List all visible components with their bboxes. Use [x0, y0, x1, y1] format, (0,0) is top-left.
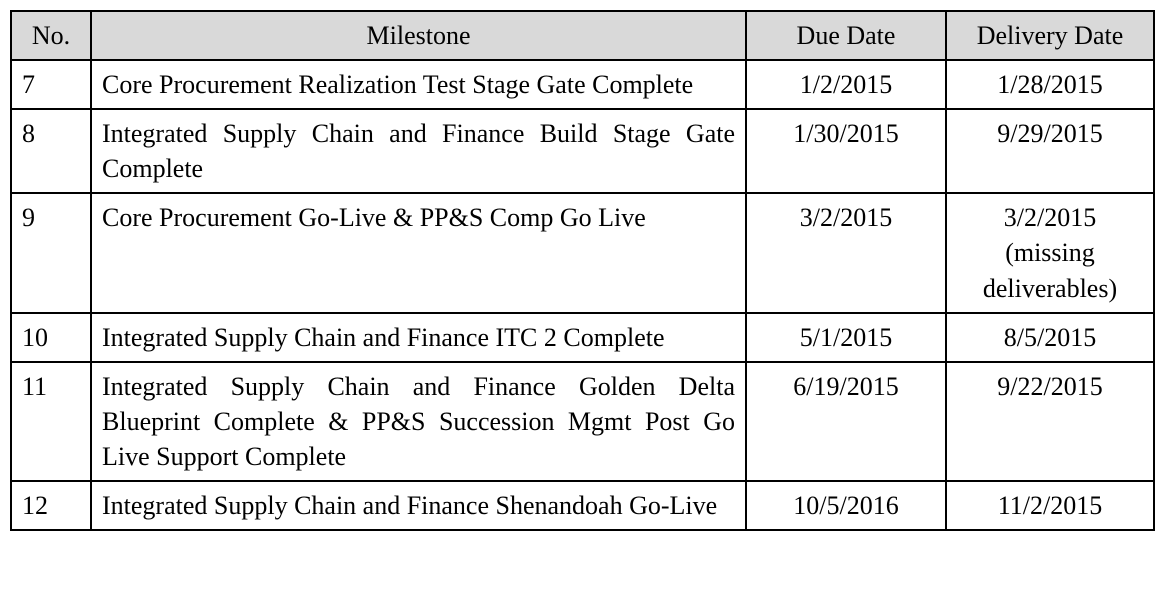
- table-header-row: No. Milestone Due Date Delivery Date: [11, 11, 1154, 60]
- col-header-milestone: Milestone: [91, 11, 746, 60]
- milestone-table: No. Milestone Due Date Delivery Date 7 C…: [10, 10, 1155, 531]
- cell-due: 1/30/2015: [746, 109, 946, 193]
- cell-due: 1/2/2015: [746, 60, 946, 109]
- col-header-due: Due Date: [746, 11, 946, 60]
- cell-due: 6/19/2015: [746, 362, 946, 481]
- table-row: 7 Core Procurement Realization Test Stag…: [11, 60, 1154, 109]
- cell-no: 8: [11, 109, 91, 193]
- cell-due: 10/5/2016: [746, 481, 946, 530]
- cell-delivery: 8/5/2015: [946, 313, 1154, 362]
- cell-no: 11: [11, 362, 91, 481]
- cell-delivery: 9/29/2015: [946, 109, 1154, 193]
- cell-no: 12: [11, 481, 91, 530]
- col-header-no: No.: [11, 11, 91, 60]
- cell-milestone: Integrated Supply Chain and Finance Shen…: [91, 481, 746, 530]
- cell-no: 9: [11, 193, 91, 312]
- cell-delivery: 3/2/2015 (missing deliverables): [946, 193, 1154, 312]
- cell-delivery: 9/22/2015: [946, 362, 1154, 481]
- cell-milestone: Integrated Supply Chain and Finance ITC …: [91, 313, 746, 362]
- cell-milestone: Core Procurement Go-Live & PP&S Comp Go …: [91, 193, 746, 312]
- table-row: 12 Integrated Supply Chain and Finance S…: [11, 481, 1154, 530]
- cell-due: 3/2/2015: [746, 193, 946, 312]
- cell-no: 10: [11, 313, 91, 362]
- cell-milestone: Core Procurement Realization Test Stage …: [91, 60, 746, 109]
- cell-due: 5/1/2015: [746, 313, 946, 362]
- table-row: 9 Core Procurement Go-Live & PP&S Comp G…: [11, 193, 1154, 312]
- col-header-delivery: Delivery Date: [946, 11, 1154, 60]
- cell-milestone: Integrated Supply Chain and Finance Gold…: [91, 362, 746, 481]
- cell-milestone: Integrated Supply Chain and Finance Buil…: [91, 109, 746, 193]
- table-row: 11 Integrated Supply Chain and Finance G…: [11, 362, 1154, 481]
- cell-delivery: 1/28/2015: [946, 60, 1154, 109]
- cell-no: 7: [11, 60, 91, 109]
- table-row: 10 Integrated Supply Chain and Finance I…: [11, 313, 1154, 362]
- cell-delivery: 11/2/2015: [946, 481, 1154, 530]
- table-row: 8 Integrated Supply Chain and Finance Bu…: [11, 109, 1154, 193]
